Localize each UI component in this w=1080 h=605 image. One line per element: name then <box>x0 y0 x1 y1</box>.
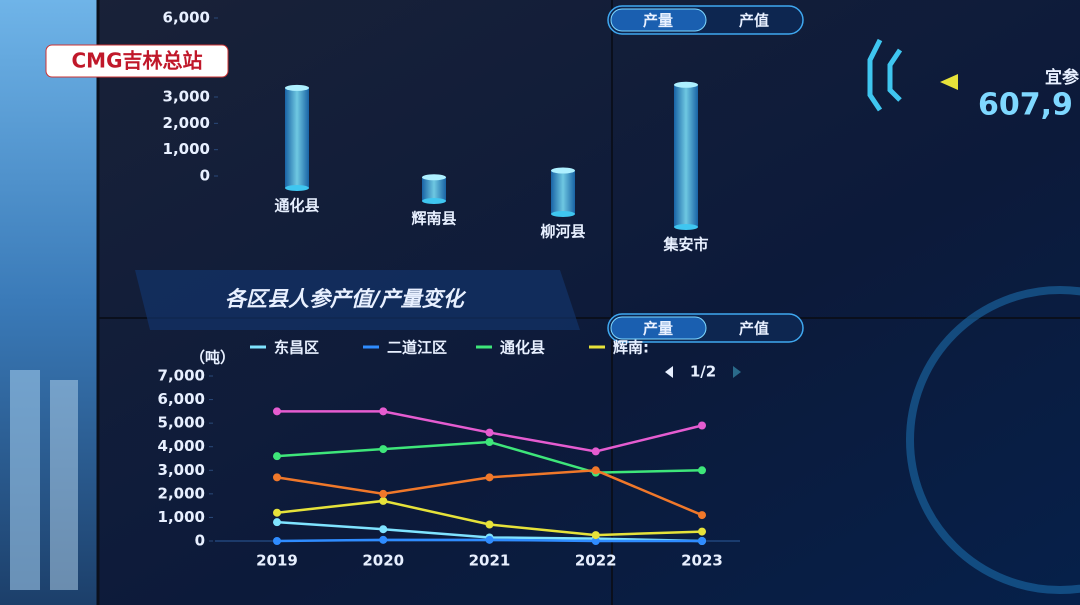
y-tick-label: 1,000 <box>158 508 205 526</box>
bar-cap <box>285 84 309 91</box>
bar-base <box>285 185 309 191</box>
y-tick-label: 6,000 <box>163 9 210 27</box>
legend-page: 1/2 <box>690 363 716 381</box>
toggle-option[interactable]: 产值 <box>739 320 769 338</box>
point <box>698 421 706 430</box>
bar-cap <box>551 167 575 174</box>
toggle-option[interactable]: 产量 <box>643 12 673 30</box>
x-tick-label: 2020 <box>362 552 404 570</box>
point <box>698 527 706 536</box>
x-tick-label: 2022 <box>575 552 617 570</box>
point <box>698 537 706 545</box>
point <box>485 473 494 482</box>
point <box>273 518 281 527</box>
x-tick-label: 集安市 <box>662 236 708 254</box>
point <box>273 537 281 545</box>
panel-value: 607,9 <box>978 88 1073 123</box>
toggle-option[interactable]: 产值 <box>739 12 769 30</box>
y-tick-label: 4,000 <box>158 437 205 455</box>
point <box>379 535 388 544</box>
point <box>379 496 388 505</box>
bar <box>422 177 446 201</box>
y-tick-label: 6,000 <box>158 390 205 408</box>
point <box>485 438 494 446</box>
decor-ring <box>906 286 1080 594</box>
y-tick-label: 0 <box>200 167 210 185</box>
bar-base <box>674 224 698 230</box>
legend-label: 辉南: <box>613 339 649 357</box>
x-tick-label: 辉南县 <box>411 210 456 228</box>
toggle-active <box>610 8 707 32</box>
chart-title: 各区县人参产值/产量变化 <box>225 287 467 311</box>
point <box>698 511 706 520</box>
x-tick-label: 2023 <box>681 552 723 570</box>
bracket-icon <box>887 48 903 102</box>
y-tick-label: 3,000 <box>158 461 205 479</box>
x-tick-label: 2019 <box>256 552 298 570</box>
bar-base <box>551 211 575 217</box>
logo: CMG吉林总站 <box>72 49 203 73</box>
title-bar <box>135 270 580 330</box>
legend-label: 通化县 <box>500 339 545 357</box>
point <box>379 407 388 416</box>
logo-box <box>45 44 229 78</box>
y-tick-label: 3,000 <box>163 88 210 106</box>
y-unit: （吨） <box>190 349 235 367</box>
point <box>273 407 281 416</box>
y-tick-label: 0 <box>195 532 205 550</box>
y-tick-label: 5,000 <box>158 414 205 432</box>
point <box>273 508 281 517</box>
point <box>273 473 281 482</box>
point <box>485 535 494 544</box>
x-tick-label: 柳河县 <box>540 223 585 241</box>
point <box>379 525 388 534</box>
panel-label: 宜参 <box>1045 67 1079 88</box>
bar <box>285 87 309 188</box>
x-tick-label: 2021 <box>469 552 511 570</box>
point <box>273 452 281 461</box>
bar <box>674 84 698 227</box>
building <box>50 380 78 590</box>
pager-next <box>733 366 741 378</box>
bracket-icon <box>867 38 883 112</box>
point <box>698 466 706 475</box>
pager-prev <box>665 366 673 378</box>
legend-label: 东昌区 <box>274 339 319 357</box>
y-tick-label: 7,000 <box>158 367 205 385</box>
point <box>379 489 388 498</box>
point <box>591 466 600 475</box>
arrow-icon <box>940 74 958 90</box>
point <box>485 520 494 529</box>
bar-base <box>422 198 446 204</box>
bar-cap <box>422 174 446 181</box>
point <box>591 531 600 540</box>
point <box>591 537 600 545</box>
y-tick-label: 2,000 <box>163 114 210 132</box>
toggle-active <box>610 316 707 340</box>
y-tick-label: 2,000 <box>158 484 205 502</box>
y-tick-label: 1,000 <box>163 140 210 158</box>
point <box>591 447 600 456</box>
building <box>10 370 40 590</box>
toggle-option[interactable]: 产量 <box>643 320 673 338</box>
bar <box>551 170 575 214</box>
legend-label: 二道江区 <box>387 339 447 357</box>
point <box>379 445 388 454</box>
bar-cap <box>674 81 698 88</box>
x-tick-label: 通化县 <box>274 197 319 215</box>
point <box>485 428 494 437</box>
